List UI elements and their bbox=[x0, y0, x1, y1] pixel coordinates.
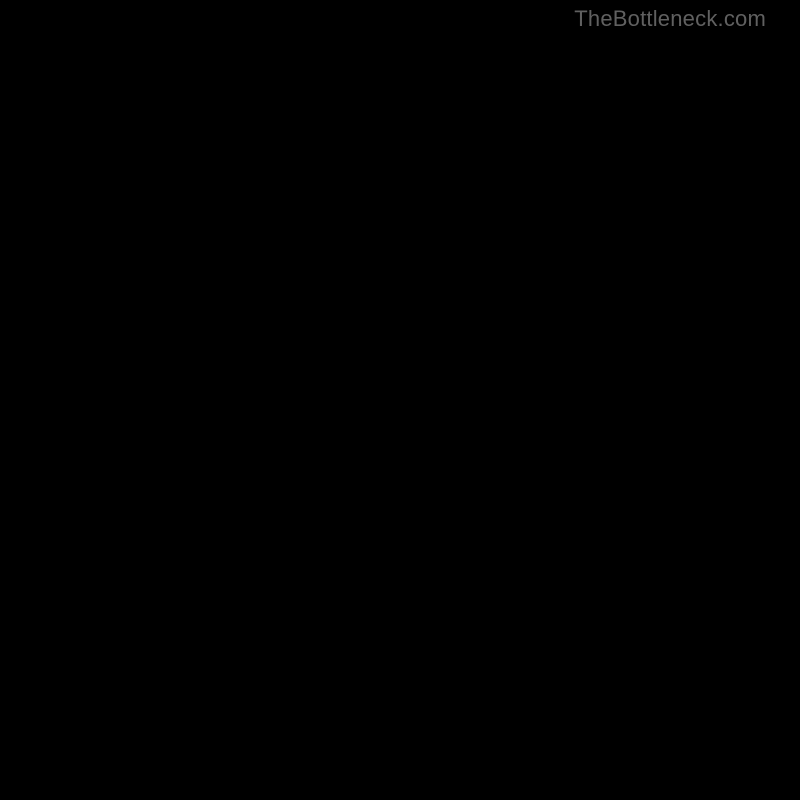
crosshair-horizontal bbox=[38, 757, 761, 758]
marker-dot bbox=[33, 752, 43, 762]
watermark-text: TheBottleneck.com bbox=[574, 6, 766, 32]
crosshair-vertical bbox=[38, 34, 39, 757]
heatmap-canvas bbox=[38, 34, 761, 757]
plot-area bbox=[38, 34, 761, 757]
chart-frame: TheBottleneck.com bbox=[0, 0, 800, 800]
